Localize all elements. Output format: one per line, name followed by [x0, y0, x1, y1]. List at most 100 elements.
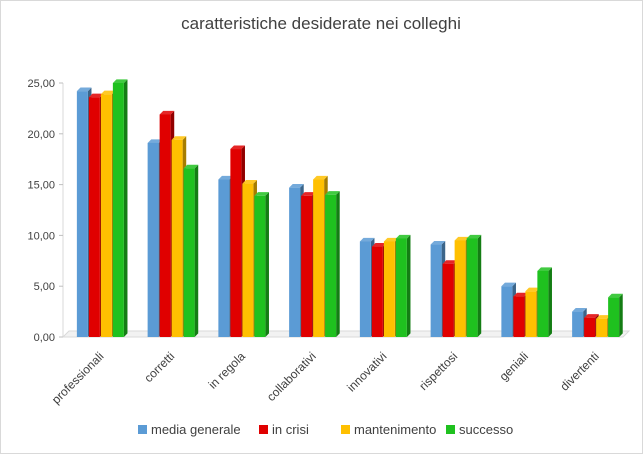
bar-side-face — [548, 267, 552, 337]
legend-swatch — [341, 425, 350, 434]
bar-top-face — [454, 236, 470, 241]
bar — [254, 192, 269, 337]
bar-front-face — [513, 296, 525, 337]
bar-top-face — [325, 191, 340, 195]
bar-front-face — [171, 139, 183, 337]
bar-front-face — [289, 187, 301, 337]
bar-front-face — [383, 241, 395, 337]
bars-layer — [76, 79, 623, 338]
y-tick-label: 0,00 — [34, 332, 55, 344]
y-tick-label: 20,00 — [27, 129, 55, 141]
bar-top-face — [76, 87, 92, 92]
bar-top-face — [371, 242, 387, 247]
bar — [466, 234, 482, 337]
bar-front-face — [359, 241, 371, 337]
bar-front-face — [159, 114, 171, 337]
bar — [325, 191, 340, 337]
legend-label: in crisi — [272, 422, 309, 437]
bar-top-face — [596, 315, 611, 319]
bar-front-face — [100, 94, 112, 338]
category-label: divertenti — [557, 349, 601, 393]
bar-top-face — [395, 234, 411, 239]
bar-front-face — [88, 97, 100, 337]
bar-top-face — [572, 308, 587, 312]
bar — [112, 79, 128, 338]
bar-front-face — [395, 238, 407, 337]
legend-item: media generale — [138, 422, 241, 437]
legend-item: successo — [446, 422, 513, 437]
bar — [537, 267, 552, 337]
bar-top-face — [254, 192, 269, 196]
chart-title: caratteristiche desiderate nei colleghi — [181, 14, 461, 33]
bar-front-face — [454, 240, 466, 337]
bar-top-face — [501, 282, 516, 287]
y-tick-label: 10,00 — [27, 230, 55, 242]
legend-swatch — [138, 425, 147, 434]
bar-side-face — [406, 234, 411, 337]
bar-top-face — [100, 90, 116, 95]
bar-front-face — [147, 142, 159, 337]
bar-top-face — [584, 314, 599, 318]
bar-top-face — [88, 93, 104, 98]
bar-front-face — [584, 317, 596, 337]
legend-swatch — [446, 425, 455, 434]
y-tick-label: 25,00 — [27, 78, 55, 90]
legend-item: in crisi — [259, 422, 309, 437]
legend: media generale in crisi mantenimento succes… — [138, 422, 513, 437]
bar-side-face — [477, 234, 482, 337]
bar — [608, 293, 623, 337]
bar-top-face — [147, 139, 163, 143]
bar — [183, 164, 199, 337]
bar — [395, 234, 411, 337]
bar-side-face — [123, 79, 128, 338]
bar-top-face — [313, 175, 328, 180]
bar-front-face — [525, 291, 537, 337]
bar-front-face — [501, 286, 513, 337]
bar-top-face — [218, 175, 233, 180]
bar-top-face — [183, 164, 199, 169]
bar-front-face — [572, 311, 584, 337]
legend-swatch — [259, 425, 268, 434]
bar-front-face — [313, 179, 325, 337]
bar-front-face — [183, 168, 195, 337]
bar-front-face — [218, 179, 230, 337]
category-label: rispettosi — [416, 349, 460, 393]
bar-front-face — [242, 183, 254, 337]
bar-front-face — [254, 195, 266, 337]
bar-side-face — [336, 191, 340, 337]
bar-front-face — [301, 195, 313, 337]
bar-front-face — [442, 263, 454, 337]
y-tick-label: 15,00 — [27, 180, 55, 192]
y-tick-label: 5,00 — [34, 281, 55, 293]
bar-side-face — [194, 164, 199, 337]
legend-label: mantenimento — [354, 422, 436, 437]
bar-top-face — [242, 179, 257, 184]
category-label: innovativi — [344, 349, 389, 394]
bar-top-face — [513, 292, 528, 297]
bar-top-face — [430, 240, 446, 245]
bar-top-face — [537, 267, 552, 271]
bar-side-face — [265, 192, 269, 337]
bar-front-face — [537, 270, 549, 337]
bar-front-face — [371, 246, 383, 337]
bar-front-face — [76, 91, 88, 338]
bar-front-face — [325, 194, 337, 337]
bar-top-face — [112, 79, 128, 83]
category-label: geniali — [497, 349, 531, 383]
bar-top-face — [466, 234, 482, 239]
legend-label: successo — [459, 422, 513, 437]
legend-label: media generale — [151, 422, 241, 437]
bar-top-face — [383, 237, 399, 242]
bar-front-face — [112, 83, 124, 337]
bar-front-face — [230, 149, 242, 337]
category-label: corretti — [141, 349, 177, 385]
bar-top-face — [159, 110, 175, 115]
bar-top-face — [359, 237, 375, 242]
bar-top-face — [608, 293, 623, 298]
category-label: collaborativi — [264, 349, 319, 404]
bar-front-face — [596, 318, 608, 337]
bar-top-face — [289, 184, 304, 188]
bar-front-face — [430, 244, 442, 337]
